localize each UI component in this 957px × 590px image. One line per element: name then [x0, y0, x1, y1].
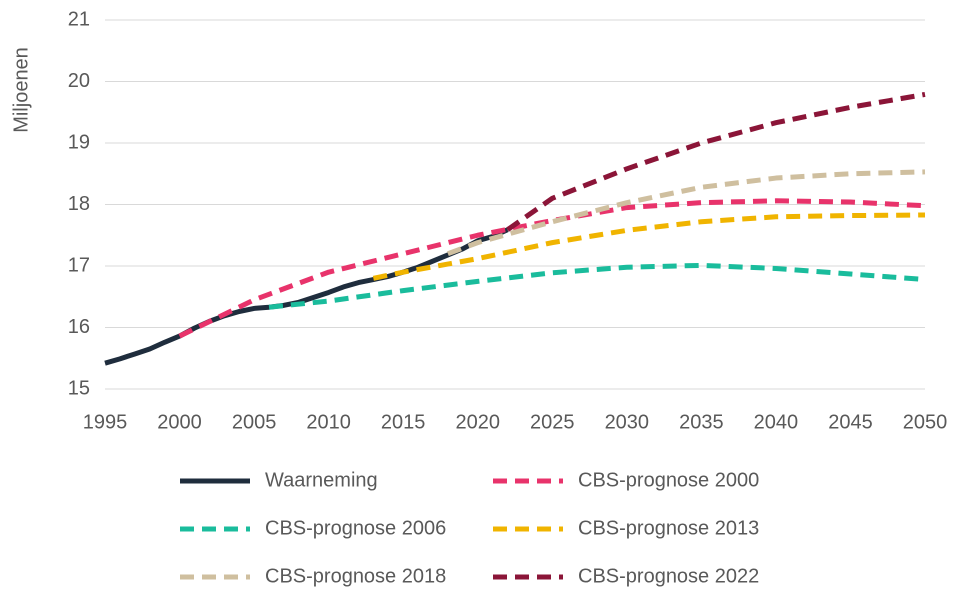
series-line — [178, 198, 926, 339]
legend-item: CBS-prognose 2006 — [180, 517, 446, 539]
y-tick-label: 17 — [68, 254, 90, 276]
series-line — [268, 262, 926, 310]
legend-item: CBS-prognose 2018 — [180, 565, 446, 587]
y-tick-label: 18 — [68, 193, 90, 215]
x-tick-label: 2015 — [381, 411, 426, 433]
y-tick-label: 19 — [68, 131, 90, 153]
legend-label: CBS-prognose 2006 — [265, 517, 446, 539]
x-tick-label: 2040 — [754, 411, 799, 433]
legend-item: Waarneming — [180, 469, 378, 491]
x-tick-label: 2035 — [679, 411, 724, 433]
y-axis-label: Miljoenen — [10, 47, 32, 133]
series-line — [372, 212, 926, 281]
x-tick-label: 2030 — [605, 411, 650, 433]
legend-label: CBS-prognose 2013 — [578, 517, 759, 539]
legend-label: CBS-prognose 2018 — [265, 565, 446, 587]
legend-item: CBS-prognose 2022 — [493, 565, 759, 587]
legend-item: CBS-prognose 2000 — [493, 469, 759, 491]
x-tick-label: 2050 — [903, 411, 948, 433]
y-tick-label: 15 — [68, 377, 90, 399]
series-line — [104, 227, 509, 366]
x-tick-label: 1995 — [83, 411, 128, 433]
x-tick-label: 2005 — [232, 411, 277, 433]
series-line — [447, 169, 926, 257]
x-tick-label: 2025 — [530, 411, 575, 433]
x-tick-label: 2045 — [828, 411, 873, 433]
y-tick-label: 16 — [68, 316, 90, 338]
series-line — [506, 91, 926, 232]
legend-label: Waarneming — [265, 469, 378, 491]
x-tick-label: 2000 — [157, 411, 202, 433]
legend-label: CBS-prognose 2000 — [578, 469, 759, 491]
x-tick-label: 2010 — [306, 411, 351, 433]
y-tick-label: 21 — [68, 8, 90, 30]
legend-item: CBS-prognose 2013 — [493, 517, 759, 539]
x-tick-label: 2020 — [455, 411, 500, 433]
legend-label: CBS-prognose 2022 — [578, 565, 759, 587]
y-tick-label: 20 — [68, 70, 90, 92]
